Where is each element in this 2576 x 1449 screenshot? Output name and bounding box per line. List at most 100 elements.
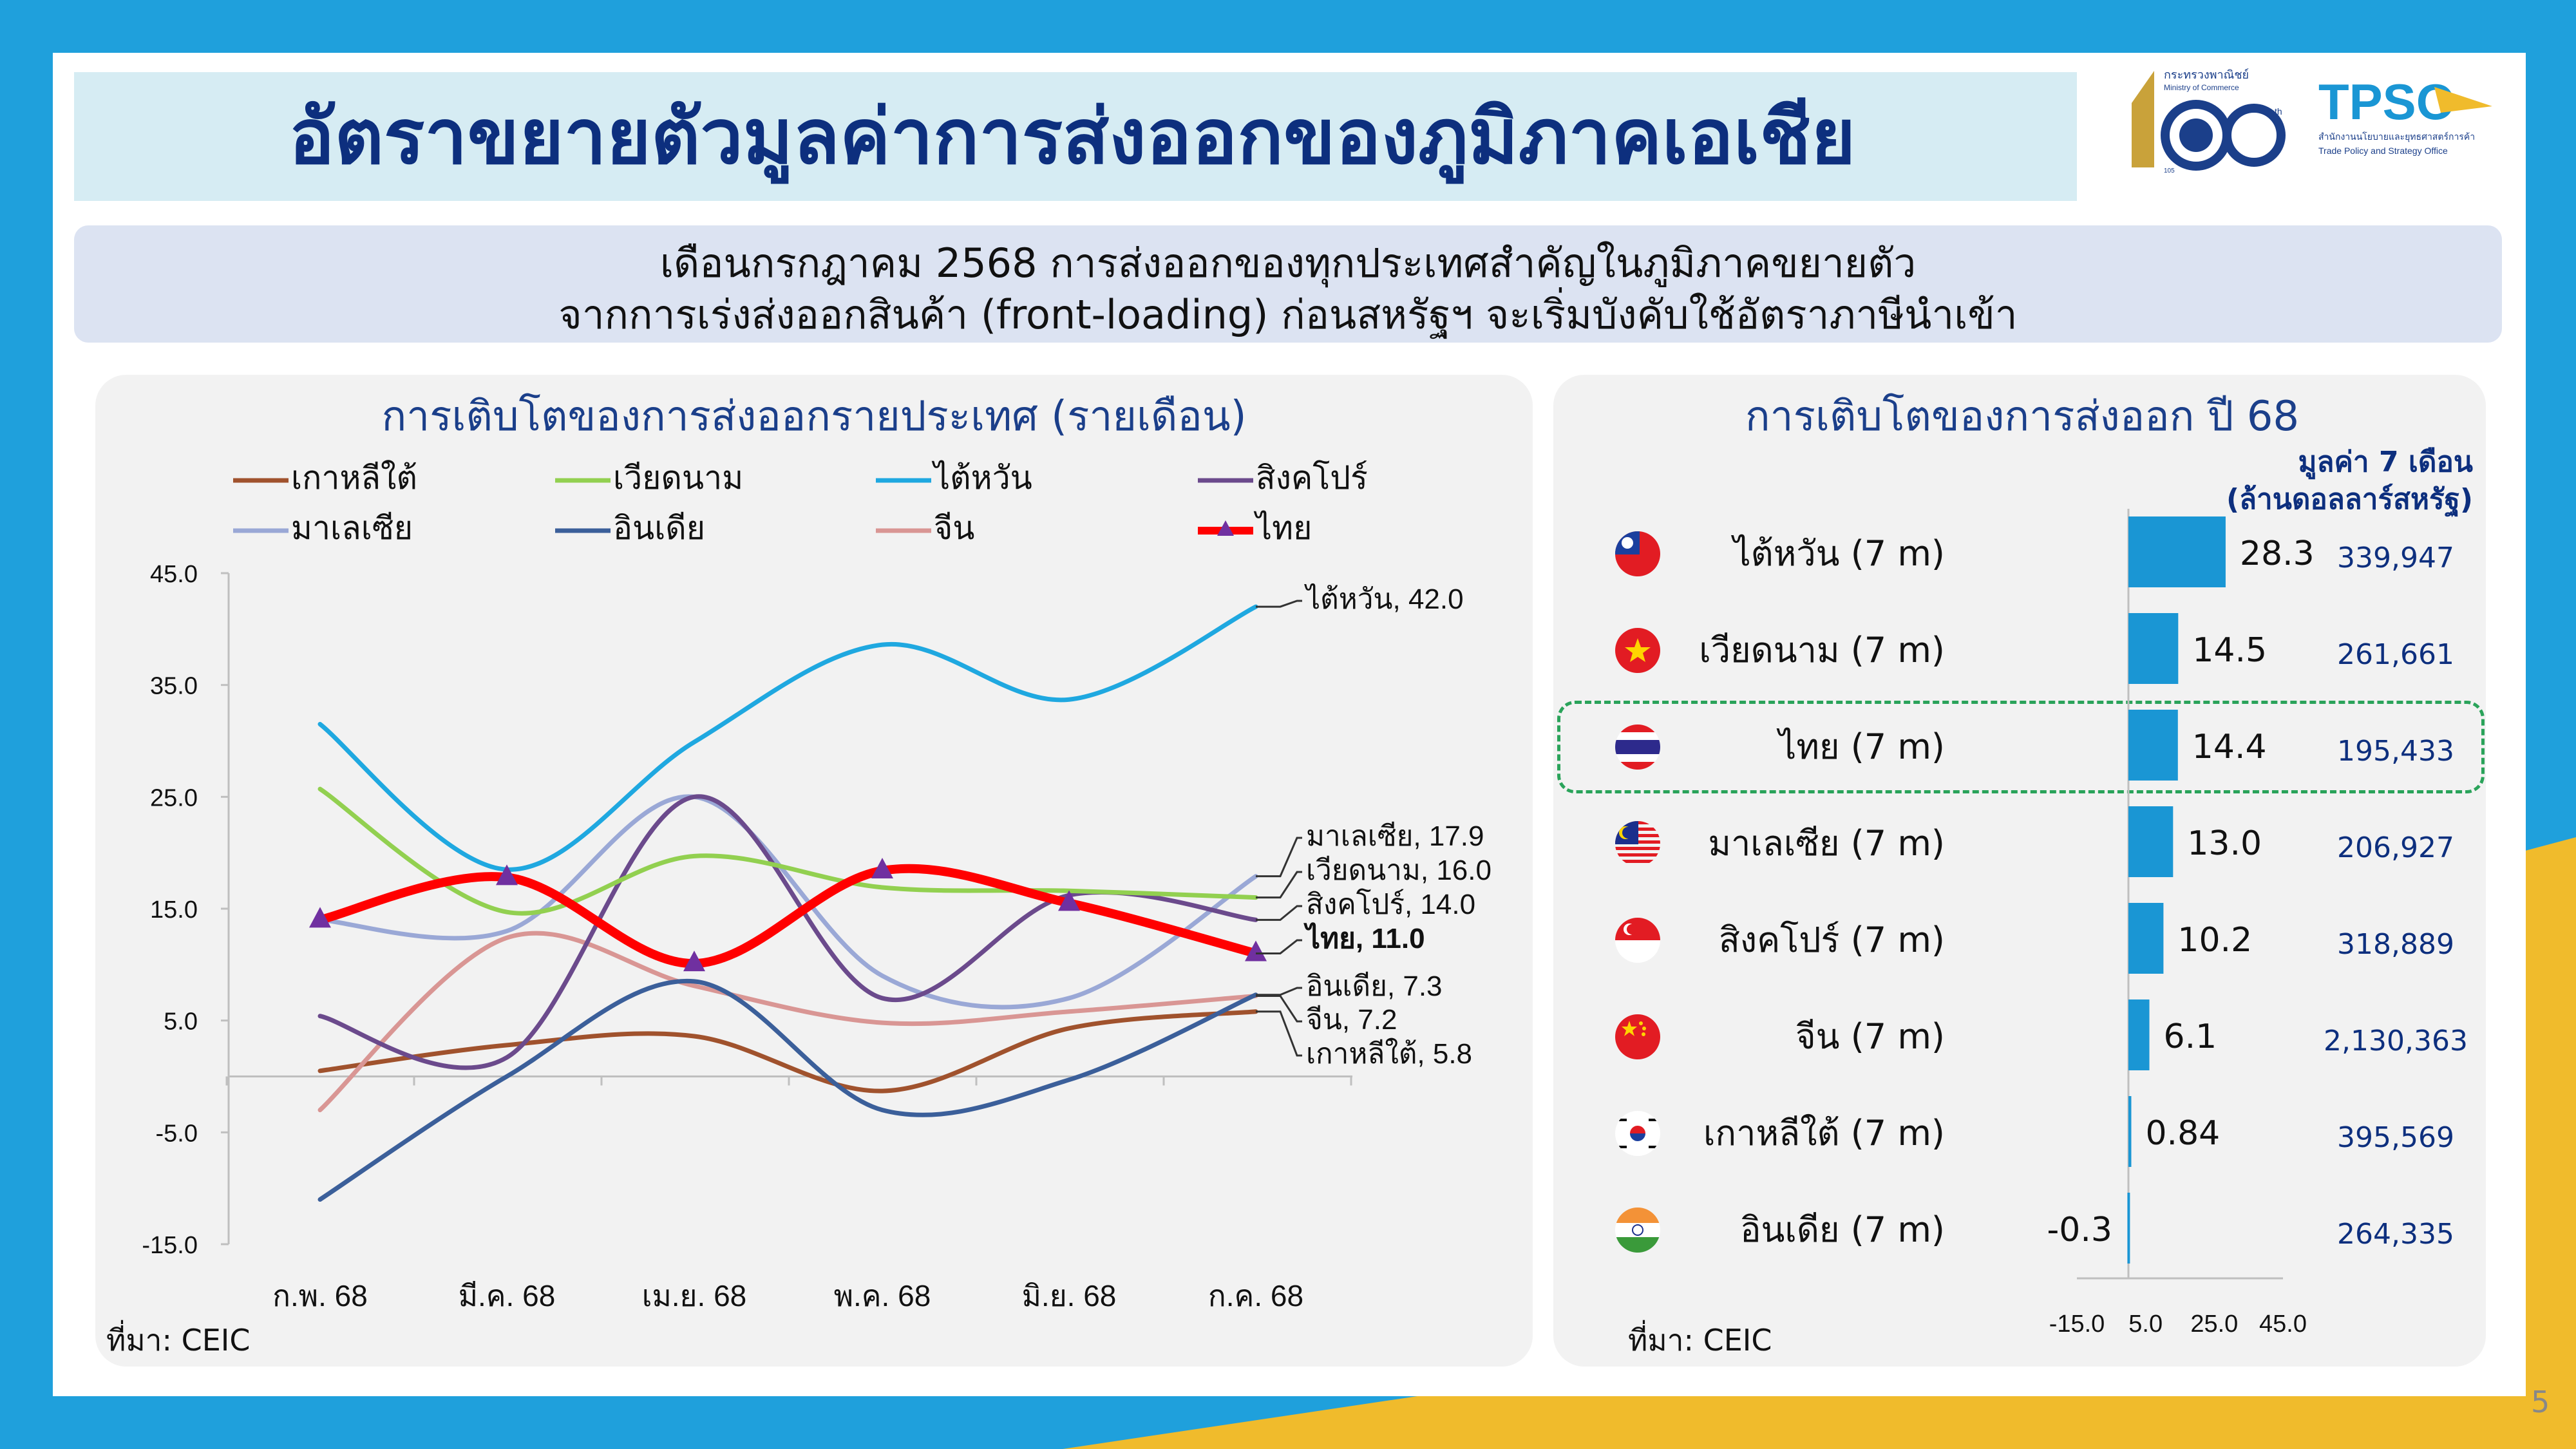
bar-category-label: เกาหลีใต้ (7 m) (1703, 1113, 1945, 1153)
page-number: 5 (2531, 1385, 2550, 1419)
flag-moon-cut (1622, 827, 1634, 838)
svg-text:105: 105 (2164, 167, 2175, 174)
bar-value-label: 0.84 (2145, 1114, 2221, 1153)
thailand-marker (1058, 890, 1080, 911)
svg-text:กระทรวงพาณิชย์: กระทรวงพาณิชย์ (2164, 68, 2249, 81)
legend-swatch-china (876, 528, 931, 533)
export-value-usd: 339,947 (2337, 542, 2454, 574)
flag-star (1622, 1021, 1637, 1036)
legend-swatch-taiwan (876, 478, 931, 482)
end-label-singapore: สิงคโปร์, 14.0 (1306, 888, 1475, 920)
tpso-logo: TPSO สำนักงานนโยบายและยุทธศาสตร์การค้า T… (2318, 73, 2492, 156)
bar-value-label: 13.0 (2187, 824, 2262, 863)
export-value-usd: 206,927 (2337, 831, 2454, 864)
bar-category-label: ไต้หวัน (7 m) (1733, 533, 1945, 574)
bar-value-label: 6.1 (2163, 1018, 2217, 1056)
flag-stripe (1615, 860, 1660, 863)
bar-category-label: อินเดีย (7 m) (1740, 1209, 1945, 1250)
bar-chart-panel (1553, 375, 2486, 1367)
bar (2128, 710, 2178, 781)
end-label-leader-taiwan (1256, 600, 1302, 608)
subtitle-box (74, 225, 2502, 343)
end-label-leader-korea (1256, 1010, 1302, 1057)
export-value-usd: 195,433 (2337, 735, 2454, 768)
flag-small-star (1642, 1032, 1645, 1036)
legend-label: ไต้หวัน (934, 459, 1032, 497)
legend-label: สิงคโปร์ (1256, 459, 1368, 497)
bar (2128, 806, 2174, 877)
legend-label: เวียดนาม (613, 459, 744, 497)
svg-text:Trade Policy and Strategy Offi: Trade Policy and Strategy Office (2318, 146, 2448, 156)
bar (2128, 1096, 2132, 1167)
bar (2128, 613, 2179, 684)
legend-item-taiwan: ไต้หวัน (875, 459, 1032, 497)
end-label-leader-singapore (1256, 905, 1302, 921)
y-tick-label: -15.0 (142, 1232, 198, 1259)
end-label-leader-thailand (1256, 939, 1302, 954)
export-value-usd: 264,335 (2337, 1218, 2454, 1251)
china-flag-icon (1615, 1014, 1660, 1059)
bar-value-label: 14.5 (2192, 631, 2268, 670)
thailand-marker (496, 864, 518, 886)
series-line-vietnam (317, 786, 1258, 916)
legend-label: มาเลเซีย (291, 509, 413, 547)
series-line-taiwan (317, 604, 1258, 872)
bar-x-tick-label: 45.0 (2259, 1311, 2307, 1338)
bar-chart-source: ที่มา: CEIC (1628, 1323, 1772, 1358)
flag-trigram (1619, 1119, 1627, 1121)
bar (2128, 999, 2150, 1070)
legend-item-singapore: สิงคโปร์ (1197, 459, 1368, 497)
y-tick-label: 25.0 (150, 784, 198, 811)
thailand-marker (1245, 940, 1267, 961)
flag-stripe (1615, 740, 1660, 754)
flag-stripe (1615, 853, 1660, 857)
subtitle-line-1: เดือนกรกฎาคม 2568 การส่งออกของทุกประเทศส… (659, 240, 1917, 287)
end-label-vietnam: เวียดนาม, 16.0 (1306, 855, 1492, 886)
legend-swatch-singapore (1198, 478, 1253, 482)
thailand-marker (683, 951, 705, 972)
end-label-taiwan: ไต้หวัน, 42.0 (1304, 583, 1464, 615)
end-label-india: อินเดีย, 7.3 (1306, 971, 1443, 1002)
legend-label: จีน (934, 509, 975, 547)
legend-item-thailand: ไทย (1197, 509, 1312, 547)
export-value-usd: 261,661 (2337, 638, 2454, 671)
bar (2127, 1193, 2130, 1264)
svg-text:TPSO: TPSO (2318, 73, 2455, 130)
x-tick-label: พ.ค. 68 (834, 1279, 931, 1312)
end-label-leader-china (1256, 994, 1302, 1023)
y-tick-label: 15.0 (150, 896, 198, 923)
end-label-malaysia: มาเลเซีย, 17.9 (1306, 820, 1484, 852)
x-tick-label: มิ.ย. 68 (1022, 1279, 1117, 1312)
flag-taeguk-blue (1630, 1133, 1645, 1141)
flag-stripe (1615, 847, 1660, 850)
x-tick-label: ก.พ. 68 (272, 1279, 368, 1312)
end-label-leader-malaysia (1256, 837, 1302, 878)
bar-value-label: 10.2 (2177, 921, 2253, 960)
export-value-usd: 2,130,363 (2324, 1025, 2468, 1057)
bar-x-tick-label: -15.0 (2049, 1311, 2105, 1338)
y-tick-label: 35.0 (150, 673, 198, 700)
x-tick-label: เม.ย. 68 (642, 1279, 747, 1312)
flag-white (1615, 1223, 1660, 1237)
series-line-india (317, 978, 1258, 1202)
bar-category-label: จีน (7 m) (1795, 1016, 1945, 1057)
flag-small-star (1642, 1027, 1646, 1030)
flag-trigram (1619, 1146, 1627, 1148)
legend-swatch-malaysia (233, 528, 289, 533)
title-banner (74, 72, 2077, 201)
end-label-korea: เกาหลีใต้, 5.8 (1306, 1037, 1472, 1070)
south-korea-flag-icon (1615, 1111, 1660, 1156)
end-label-leader-vietnam (1256, 871, 1302, 899)
flag-field (1615, 1014, 1660, 1059)
bar-x-tick-label: 25.0 (2190, 1311, 2238, 1338)
flag-small-star (1639, 1021, 1643, 1025)
legend-item-malaysia: มาเลเซีย (232, 509, 413, 547)
bar-value-label: -0.3 (2047, 1211, 2112, 1249)
export-value-usd: 395,569 (2337, 1121, 2454, 1154)
thailand-marker (871, 857, 893, 878)
y-tick-label: 45.0 (150, 561, 198, 588)
bar-category-label: มาเลเซีย (7 m) (1708, 823, 1945, 864)
end-label-thailand: ไทย, 11.0 (1303, 922, 1425, 954)
